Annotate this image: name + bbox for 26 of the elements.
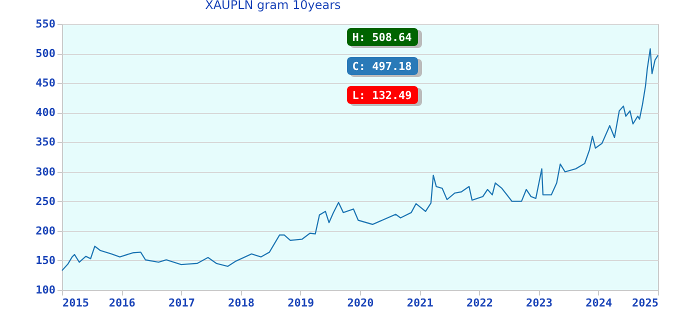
y-tick-label: 400 [36,106,56,120]
x-tick-label: 2023 [526,296,553,310]
y-tick-label: 350 [36,136,56,149]
x-tick-label: 2017 [168,296,195,310]
y-tick-label: 500 [36,47,56,60]
annotation: H: 508.64 [352,31,412,44]
y-tick-label: 550 [36,18,56,30]
x-tick-label: 2020 [347,296,374,310]
annotation: L: 132.49 [352,89,412,102]
y-tick-label: 100 [36,284,56,296]
x-tick-label: 2018 [228,296,255,310]
x-tick-label: 2016 [108,296,136,310]
line-series [61,48,659,272]
y-tick-label: 250 [36,194,56,208]
x-tick-label: 2015 [62,296,89,310]
x-tick-label: 2022 [466,296,493,310]
y-tick-label: 200 [36,224,56,238]
y-tick-label: 150 [36,254,56,267]
y-tick-label: 450 [36,76,56,90]
x-tick-label: 2021 [406,296,434,310]
y-tick-label: 300 [36,165,56,178]
chart-title: XAUPLN gram 10years [205,0,341,12]
x-tick-label: 2025 [632,296,658,310]
annotation: C: 497.18 [352,60,412,73]
x-tick-label: 2024 [586,296,613,310]
x-tick-label: 2019 [288,296,314,310]
